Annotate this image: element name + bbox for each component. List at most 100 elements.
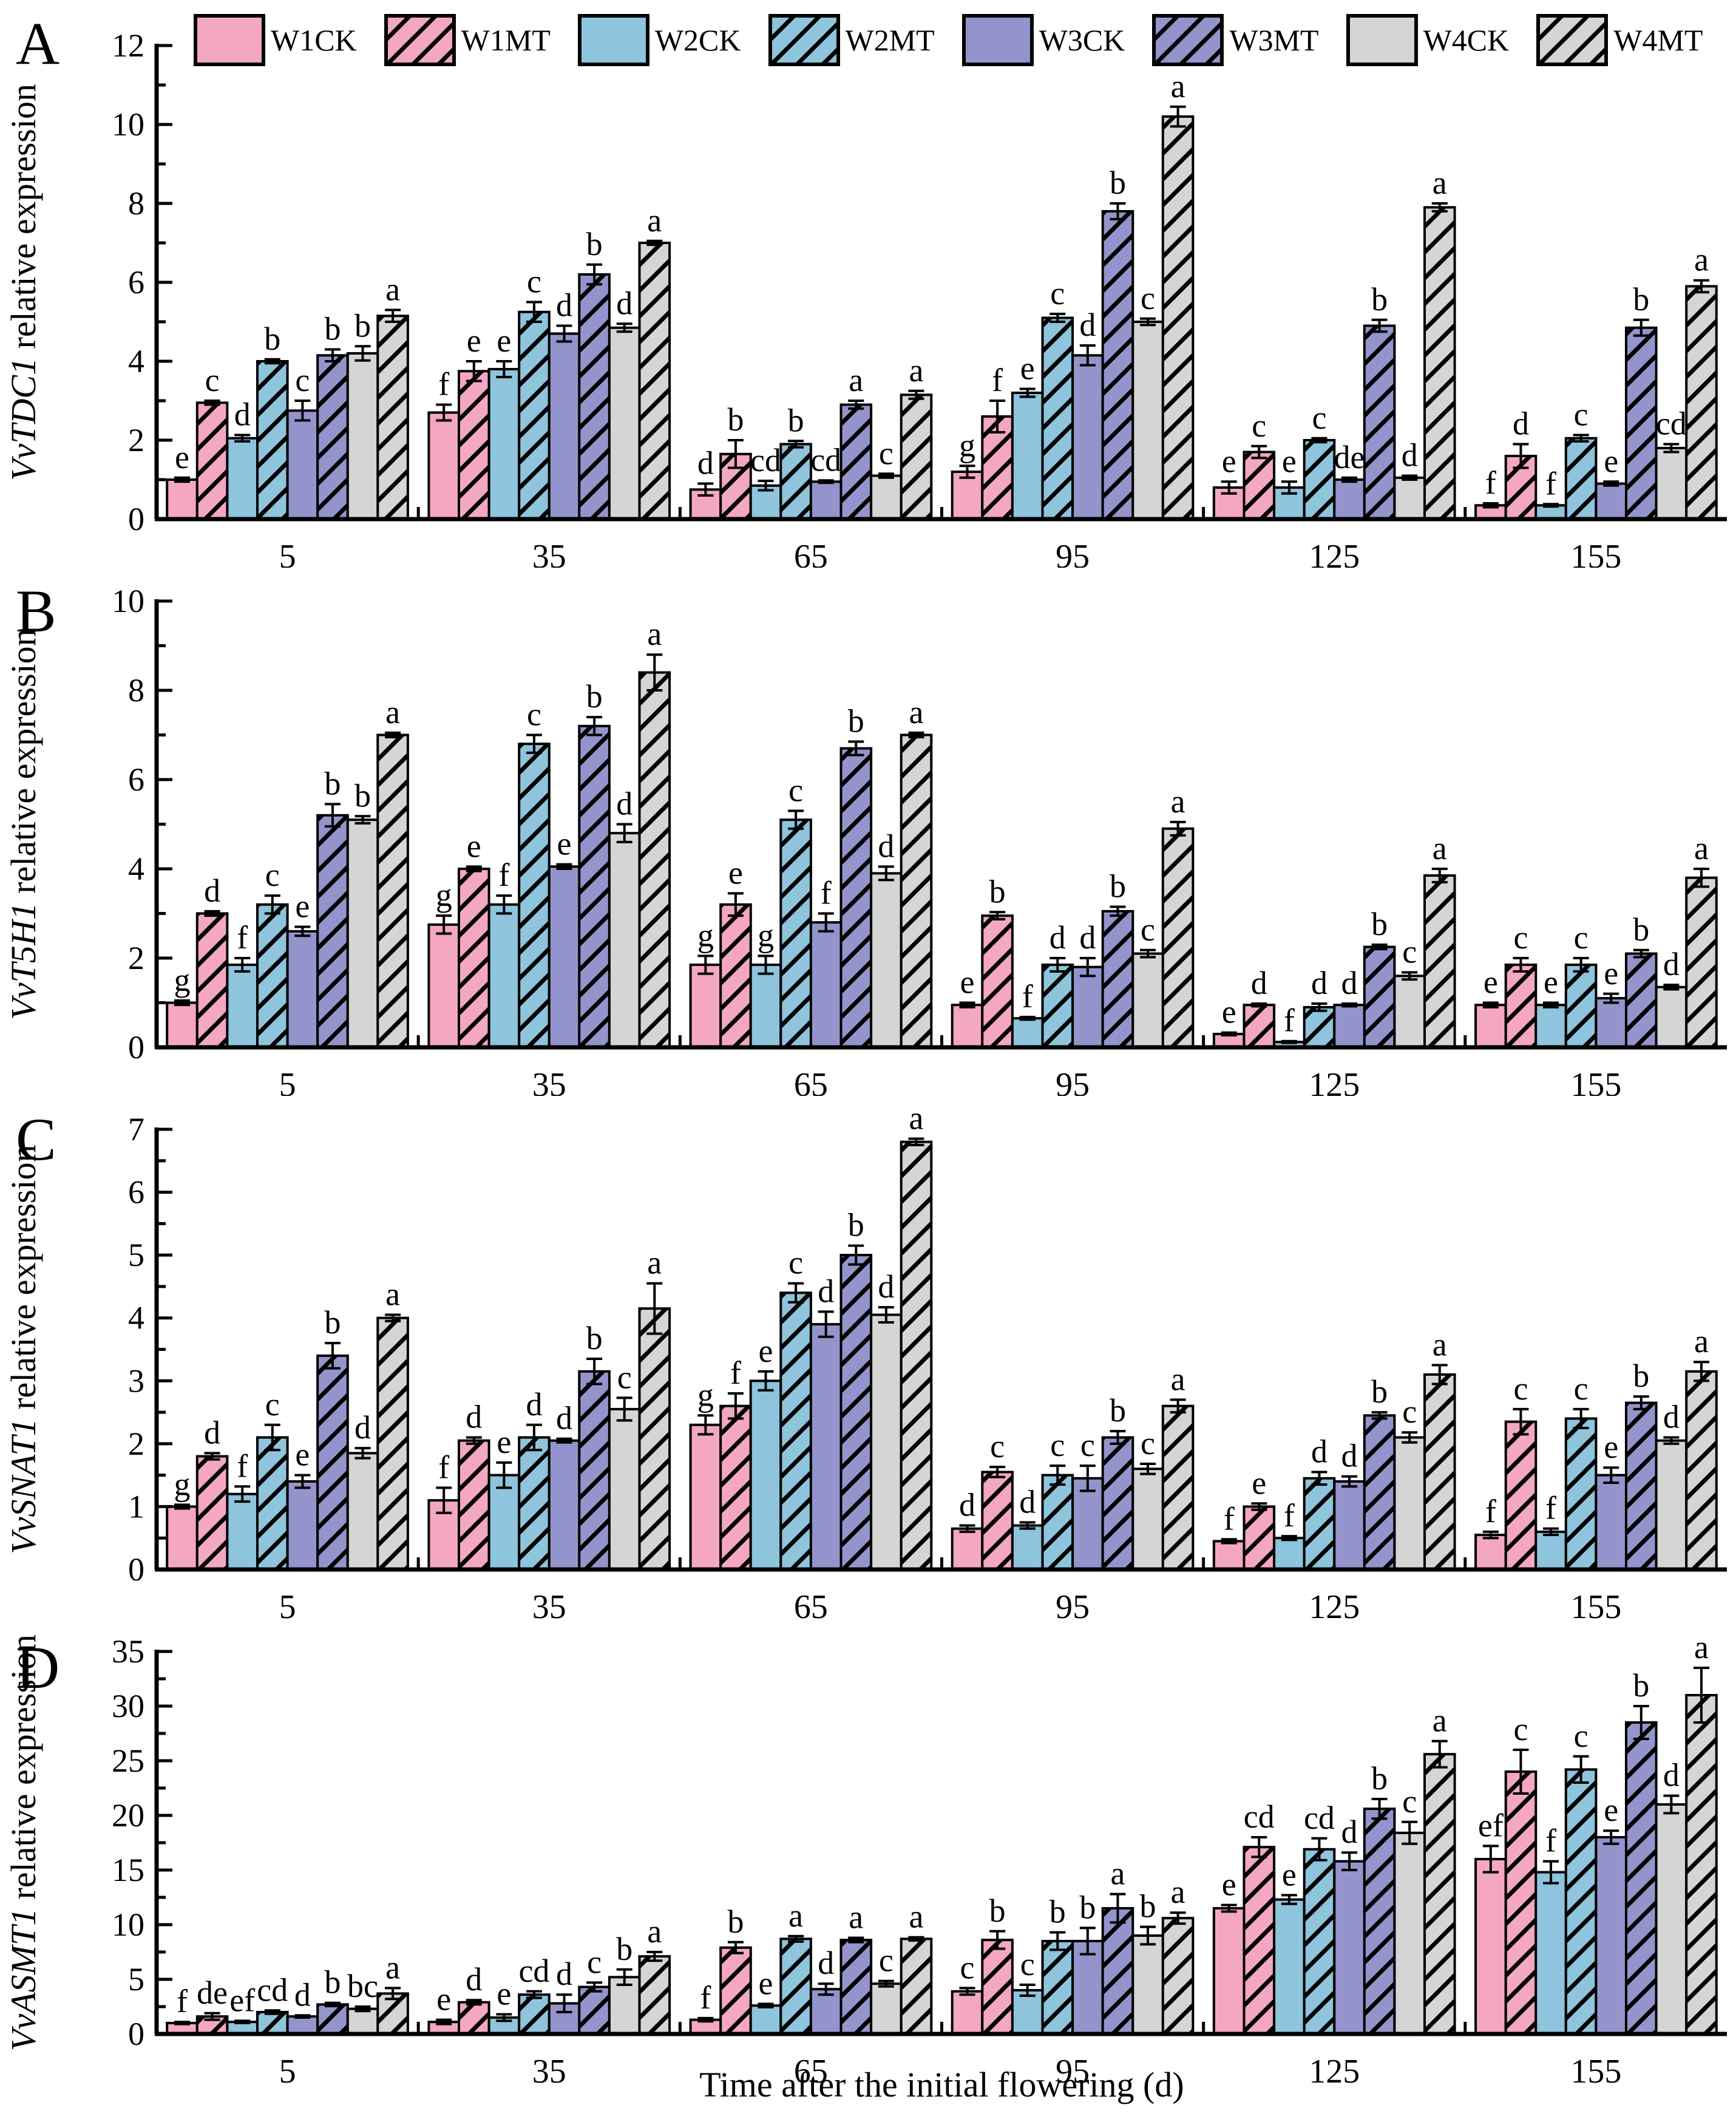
x-tick-label: 155	[1570, 1066, 1621, 1096]
sig-letter: e	[1604, 1792, 1618, 1828]
sig-letter: a	[647, 202, 662, 239]
bar-W3CK-65	[809, 921, 843, 1049]
sig-letter: e	[295, 1437, 310, 1473]
y-tick-label: 15	[112, 1852, 144, 1888]
sig-letter: d	[556, 1400, 572, 1437]
bar-W3MT-95	[1101, 1907, 1134, 2035]
sig-letter: c	[1141, 280, 1155, 316]
sig-letter: b	[264, 321, 280, 357]
y-tick-label: 12	[112, 27, 144, 64]
bar-W4CK-125	[1393, 974, 1426, 1049]
y-tick-label: 4	[128, 343, 144, 379]
sig-letter: e	[1282, 443, 1297, 479]
x-tick-label: 5	[279, 1066, 296, 1096]
y-tick-label: 30	[112, 1688, 144, 1724]
sig-letter: c	[295, 362, 310, 398]
bar-W3CK-155	[1595, 482, 1627, 520]
bar-W2MT-5	[256, 1436, 289, 1571]
sig-letter: e	[759, 1965, 773, 2002]
sig-letter: c	[1402, 1393, 1417, 1430]
bar-W1CK-65	[689, 1423, 722, 1571]
sig-letter: f	[177, 1983, 188, 2019]
sig-letter: f	[1224, 1500, 1235, 1537]
bar-W3CK-95	[1071, 965, 1104, 1049]
sig-letter: a	[1171, 1874, 1185, 1910]
y-tick-label: 3	[128, 1362, 144, 1399]
bar-W4MT-35	[638, 1955, 671, 2036]
bar-W4MT-155	[1685, 876, 1718, 1049]
sig-letter: a	[647, 1913, 662, 1950]
bar-W2MT-35	[518, 1993, 551, 2036]
legend-swatch-W2MT	[768, 14, 840, 66]
bar-W3MT-155	[1625, 1401, 1658, 1571]
bar-W2MT-155	[1564, 1768, 1598, 2035]
legend-swatch-W1CK	[194, 14, 265, 66]
sig-letter: b	[586, 226, 603, 262]
sig-letter: f	[438, 366, 449, 403]
y-tick-label: 0	[128, 2016, 144, 2052]
bar-W2MT-5	[256, 360, 289, 520]
sig-letter: f	[1485, 1493, 1496, 1529]
bar-W4CK-5	[346, 1452, 379, 1571]
bar-W4MT-125	[1423, 1373, 1456, 1571]
sig-letter: d	[234, 396, 251, 433]
bar-W3CK-65	[809, 1988, 843, 2036]
sig-letter: d	[616, 285, 632, 321]
bar-W2MT-35	[518, 743, 551, 1049]
bar-W4MT-155	[1685, 285, 1718, 520]
legend-label: W4CK	[1423, 23, 1510, 57]
bar-W1CK-95	[951, 1990, 984, 2035]
sig-letter: a	[1694, 1629, 1709, 1665]
y-tick-label: 0	[128, 1029, 144, 1066]
bar-W4MT-125	[1423, 1753, 1456, 2035]
bar-W1MT-125	[1243, 1846, 1276, 2035]
sig-letter: b	[989, 1892, 1006, 1929]
sig-letter: a	[1694, 830, 1709, 866]
bar-W4CK-125	[1393, 1436, 1426, 1571]
sig-letter: b	[1633, 1667, 1649, 1704]
sig-letter: f	[1545, 465, 1556, 502]
sig-letter: b	[586, 1320, 603, 1356]
x-tick-label: 155	[1570, 2053, 1621, 2090]
x-tick-label: 125	[1309, 1588, 1360, 1624]
sig-letter: d	[1079, 307, 1096, 343]
bar-W3MT-155	[1625, 326, 1658, 521]
bar-W4MT-155	[1685, 1370, 1718, 1571]
x-tick-label: 65	[794, 538, 828, 568]
y-tick-label: 20	[112, 1797, 144, 1834]
sig-letter: d	[294, 1976, 311, 2013]
bar-W3CK-155	[1595, 1836, 1627, 2035]
sig-letter: f	[498, 857, 509, 893]
sig-letter: a	[909, 1899, 923, 1935]
sig-letter: b	[1371, 1373, 1388, 1410]
sig-letter: cd	[257, 1971, 288, 2008]
legend-item-W4MT: W4MT	[1536, 13, 1703, 67]
sig-letter: b	[1633, 281, 1649, 318]
sig-letter: e	[497, 1976, 511, 2012]
bar-W4CK-5	[346, 352, 379, 520]
bar-W3MT-65	[839, 747, 873, 1049]
sig-letter: a	[1694, 1323, 1709, 1359]
legend-swatch-W4CK	[1346, 14, 1418, 66]
sig-letter: b	[324, 765, 341, 801]
bar-W2CK-125	[1273, 1537, 1306, 1571]
sig-letter: f	[700, 1979, 711, 2016]
bar-W2CK-35	[487, 903, 521, 1049]
bar-W2MT-65	[779, 443, 812, 520]
sig-letter: b	[586, 678, 603, 715]
bar-W2CK-95	[1011, 1017, 1044, 1049]
legend-item-W4CK: W4CK	[1346, 13, 1510, 67]
sig-letter: c	[1574, 1718, 1589, 1754]
legend-swatch-rect	[961, 14, 1034, 66]
bar-W4CK-5	[346, 818, 379, 1049]
bar-W3MT-35	[578, 273, 611, 520]
bar-W4CK-65	[870, 1982, 903, 2036]
bar-W2MT-35	[518, 310, 551, 521]
bar-W1MT-35	[458, 1439, 490, 1571]
sig-letter: c	[1402, 1783, 1417, 1820]
bar-W2MT-95	[1041, 1940, 1074, 2035]
bar-W4CK-95	[1131, 1934, 1164, 2035]
bar-W3CK-125	[1333, 478, 1366, 520]
bar-W4MT-35	[638, 242, 671, 520]
